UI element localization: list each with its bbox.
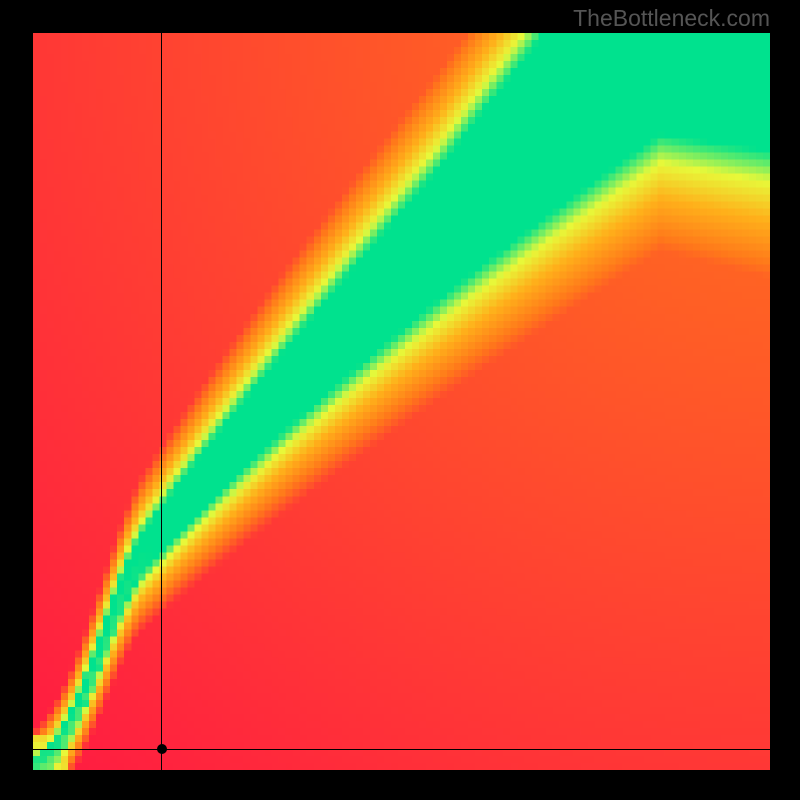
crosshair-vertical <box>161 33 162 770</box>
chart-container: TheBottleneck.com <box>0 0 800 800</box>
heatmap-canvas <box>33 33 770 770</box>
crosshair-horizontal <box>33 749 770 750</box>
watermark: TheBottleneck.com <box>573 5 770 32</box>
